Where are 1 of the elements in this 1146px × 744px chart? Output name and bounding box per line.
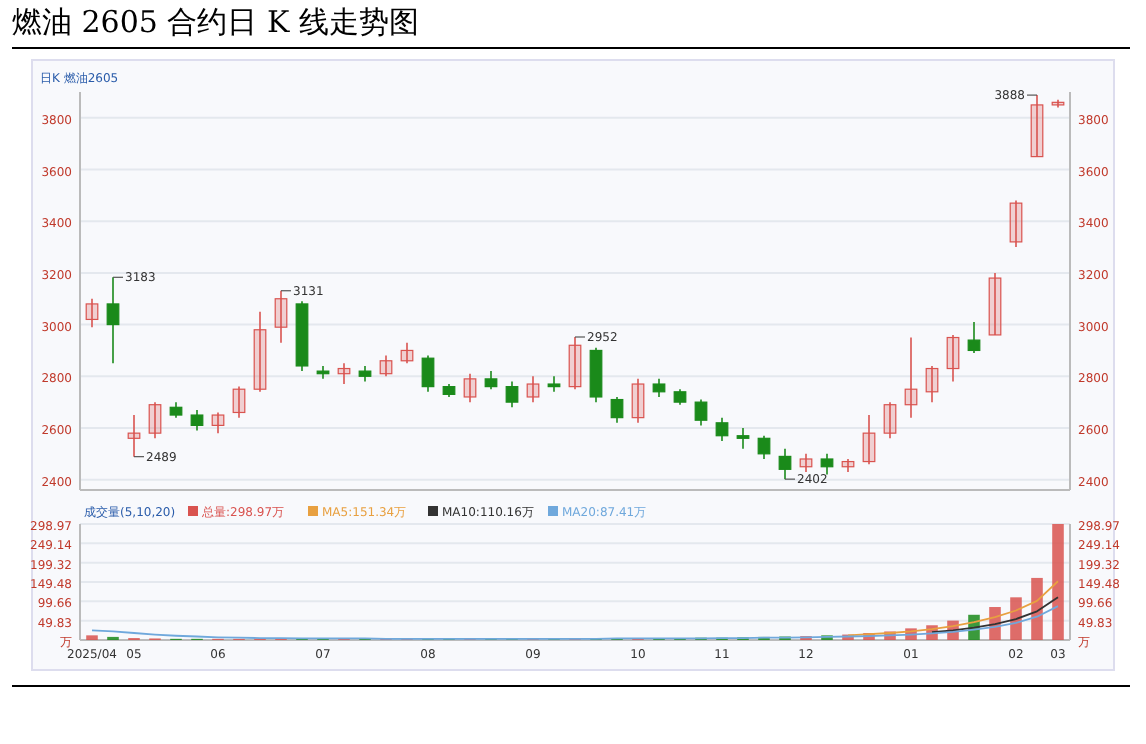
chart-title: 燃油 2605 合约日 K 线走势图 bbox=[12, 4, 419, 40]
